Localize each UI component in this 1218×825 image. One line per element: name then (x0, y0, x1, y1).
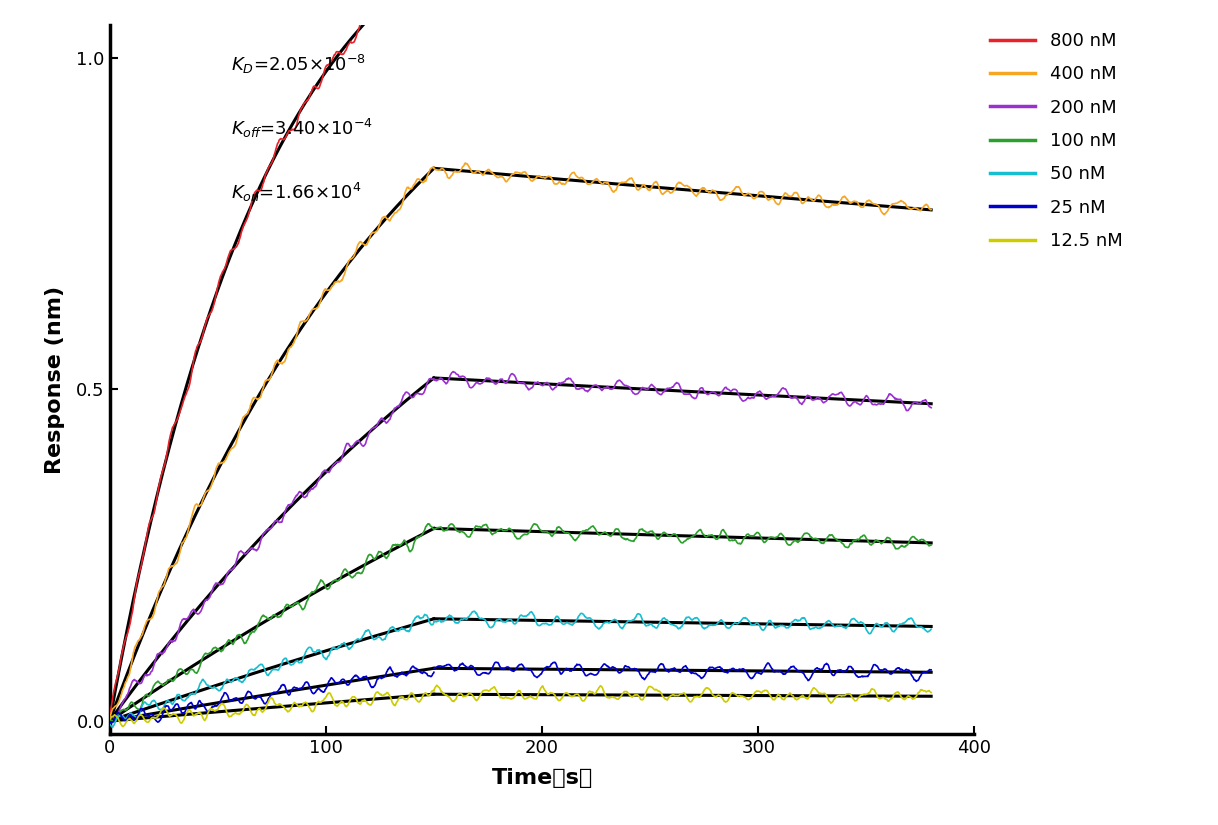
Text: $K_D$=2.05×10$^{-8}$: $K_D$=2.05×10$^{-8}$ (230, 53, 365, 76)
Y-axis label: Response (nm): Response (nm) (45, 285, 65, 474)
Text: $K_{on}$=1.66×10$^{4}$: $K_{on}$=1.66×10$^{4}$ (230, 181, 362, 204)
Text: $K_{off}$=3.40×10$^{-4}$: $K_{off}$=3.40×10$^{-4}$ (230, 117, 373, 140)
X-axis label: Time（s）: Time（s） (491, 768, 593, 788)
Legend: 800 nM, 400 nM, 200 nM, 100 nM, 50 nM, 25 nM, 12.5 nM: 800 nM, 400 nM, 200 nM, 100 nM, 50 nM, 2… (983, 25, 1130, 257)
